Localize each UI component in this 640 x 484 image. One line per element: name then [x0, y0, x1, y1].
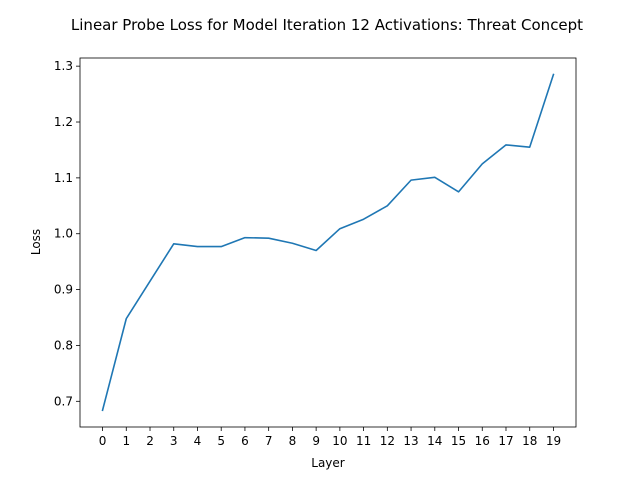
x-tick-label: 8 [289, 434, 297, 448]
plot-area: 0 1 2 3 4 5 6 7 8 9 10 11 12 13 14 15 16 17 18 190.70.80.91… [54, 57, 577, 448]
x-tick-label: 15 [451, 434, 466, 448]
x-tick-label: 3 [170, 434, 178, 448]
x-tick-label: 2 [146, 434, 154, 448]
x-tick-label: 6 [241, 434, 249, 448]
x-tick-label: 5 [217, 434, 225, 448]
y-tick-label: 1.1 [54, 171, 73, 185]
x-tick-label: 12 [380, 434, 395, 448]
x-tick-label: 16 [475, 434, 490, 448]
x-tick-label: 14 [427, 434, 442, 448]
x-tick-label: 7 [265, 434, 273, 448]
x-tick-label: 10 [332, 434, 347, 448]
x-tick-label: 4 [194, 434, 202, 448]
x-tick-label: 19 [546, 434, 561, 448]
x-axis-label: Layer [311, 456, 345, 470]
x-tick-label: 0 [99, 434, 107, 448]
x-tick-label: 13 [403, 434, 418, 448]
series-line [101, 73, 555, 412]
chart-title: Linear Probe Loss for Model Iteration 12… [71, 16, 583, 34]
y-axis-label: Loss [29, 229, 43, 255]
y-tick-label: 0.9 [54, 283, 73, 297]
y-tick-label: 1.2 [54, 115, 73, 129]
axes-frame [79, 57, 577, 428]
y-tick-label: 0.7 [54, 394, 73, 408]
x-tick-label: 11 [356, 434, 371, 448]
x-tick-label: 17 [498, 434, 513, 448]
x-tick-label: 1 [122, 434, 130, 448]
y-tick-label: 1.0 [54, 227, 73, 241]
y-tick-label: 0.8 [54, 338, 73, 352]
y-tick-label: 1.3 [54, 59, 73, 73]
x-tick-label: 18 [522, 434, 537, 448]
x-tick-label: 9 [312, 434, 320, 448]
